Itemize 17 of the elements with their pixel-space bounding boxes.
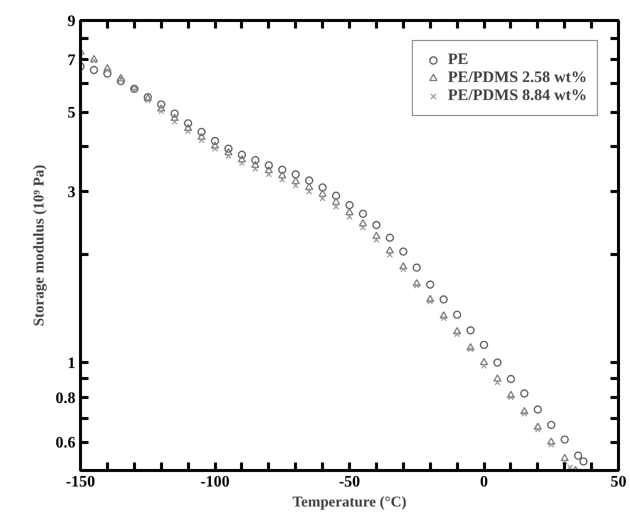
y-tick-label: 0.6	[56, 434, 76, 452]
legend-label: PE/PDMS 2.58 wt%	[448, 69, 587, 87]
y-tick-label: 5	[68, 104, 76, 122]
x-tick-label: -100	[200, 474, 230, 490]
x-axis-title: Temperature (°C)	[292, 494, 406, 510]
x-tick-label: -50	[338, 474, 360, 490]
y-axis-title: Storage modulus (10⁹ Pa)	[32, 164, 48, 326]
y-tick-label: 1	[68, 355, 76, 372]
y-tick-label: 3	[68, 184, 76, 202]
y-tick-label: 7	[68, 52, 76, 70]
x-tick-label: 50	[610, 474, 626, 490]
legend-label: PE/PDMS 8.84 wt%	[448, 87, 587, 105]
y-tick-label: 9	[68, 13, 76, 30]
x-tick-label: 0	[480, 474, 488, 490]
x-tick-label: -150	[66, 474, 96, 490]
y-tick-label: 0.8	[56, 390, 76, 407]
legend-label: PE	[448, 51, 468, 69]
